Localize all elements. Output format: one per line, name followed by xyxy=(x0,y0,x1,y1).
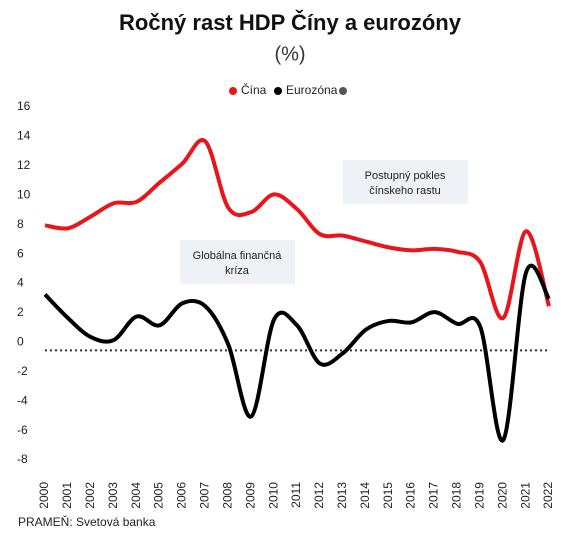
x-tick-label: 2016 xyxy=(404,482,418,509)
y-tick-label: -8 xyxy=(17,452,28,466)
x-tick-label: 2013 xyxy=(335,482,349,509)
x-tick-label: 2003 xyxy=(106,482,120,509)
x-tick-label: 2012 xyxy=(312,482,326,509)
legend-marker xyxy=(229,87,237,95)
legend-dot xyxy=(339,87,347,95)
x-tick-label: 2007 xyxy=(198,482,212,509)
y-tick-label: -2 xyxy=(17,364,28,378)
legend-label: Eurozóna xyxy=(286,83,338,97)
legend-marker xyxy=(274,87,282,95)
x-tick-label: 2015 xyxy=(381,482,395,509)
x-tick-label: 2001 xyxy=(60,482,74,509)
chart-subtitle: (%) xyxy=(274,43,305,65)
legend-label: Čína xyxy=(241,82,267,97)
x-tick-label: 2009 xyxy=(243,482,257,509)
x-tick-label: 2002 xyxy=(83,482,97,509)
line xyxy=(43,263,551,443)
x-tick-label: 2017 xyxy=(427,482,441,509)
y-tick-label: 12 xyxy=(17,158,31,172)
y-tick-label: 16 xyxy=(17,99,31,113)
x-tick-label: 2021 xyxy=(518,482,532,509)
chart-title: Ročný rast HDP Číny a eurozóny xyxy=(119,10,462,35)
y-tick-label: -6 xyxy=(17,423,28,437)
y-tick-label: 6 xyxy=(17,246,24,260)
annotation: Globálna finančná xyxy=(193,250,283,262)
annotation-box xyxy=(343,160,468,204)
line xyxy=(44,138,551,320)
x-tick-label: 2005 xyxy=(152,482,166,509)
annotation: čínskeho rastu xyxy=(369,185,441,197)
x-tick-label: 2010 xyxy=(266,482,280,509)
x-tick-label: 2004 xyxy=(129,482,143,509)
y-tick-label: 10 xyxy=(17,187,31,201)
y-tick-label: 8 xyxy=(17,217,24,231)
annotation: kríza xyxy=(225,265,250,277)
y-tick-label: 4 xyxy=(17,276,24,290)
x-tick-label: 2011 xyxy=(289,482,303,508)
x-tick-label: 2019 xyxy=(472,482,486,509)
x-tick-label: 2008 xyxy=(220,482,234,509)
x-tick-label: 2020 xyxy=(495,482,509,509)
annotation-box xyxy=(180,240,295,284)
x-tick-label: 2022 xyxy=(541,482,555,509)
x-tick-label: 2006 xyxy=(175,482,189,509)
x-tick-label: 2018 xyxy=(450,482,464,509)
y-tick-label: 2 xyxy=(17,305,24,319)
x-tick-label: 2014 xyxy=(358,482,372,509)
y-tick-label: -4 xyxy=(17,393,28,407)
annotation: Postupný pokles xyxy=(365,170,446,182)
source: PRAMEŇ: Svetová banka xyxy=(18,514,156,529)
x-tick-label: 2000 xyxy=(37,482,51,509)
y-tick-label: 0 xyxy=(17,335,24,349)
y-tick-label: 14 xyxy=(17,129,31,143)
